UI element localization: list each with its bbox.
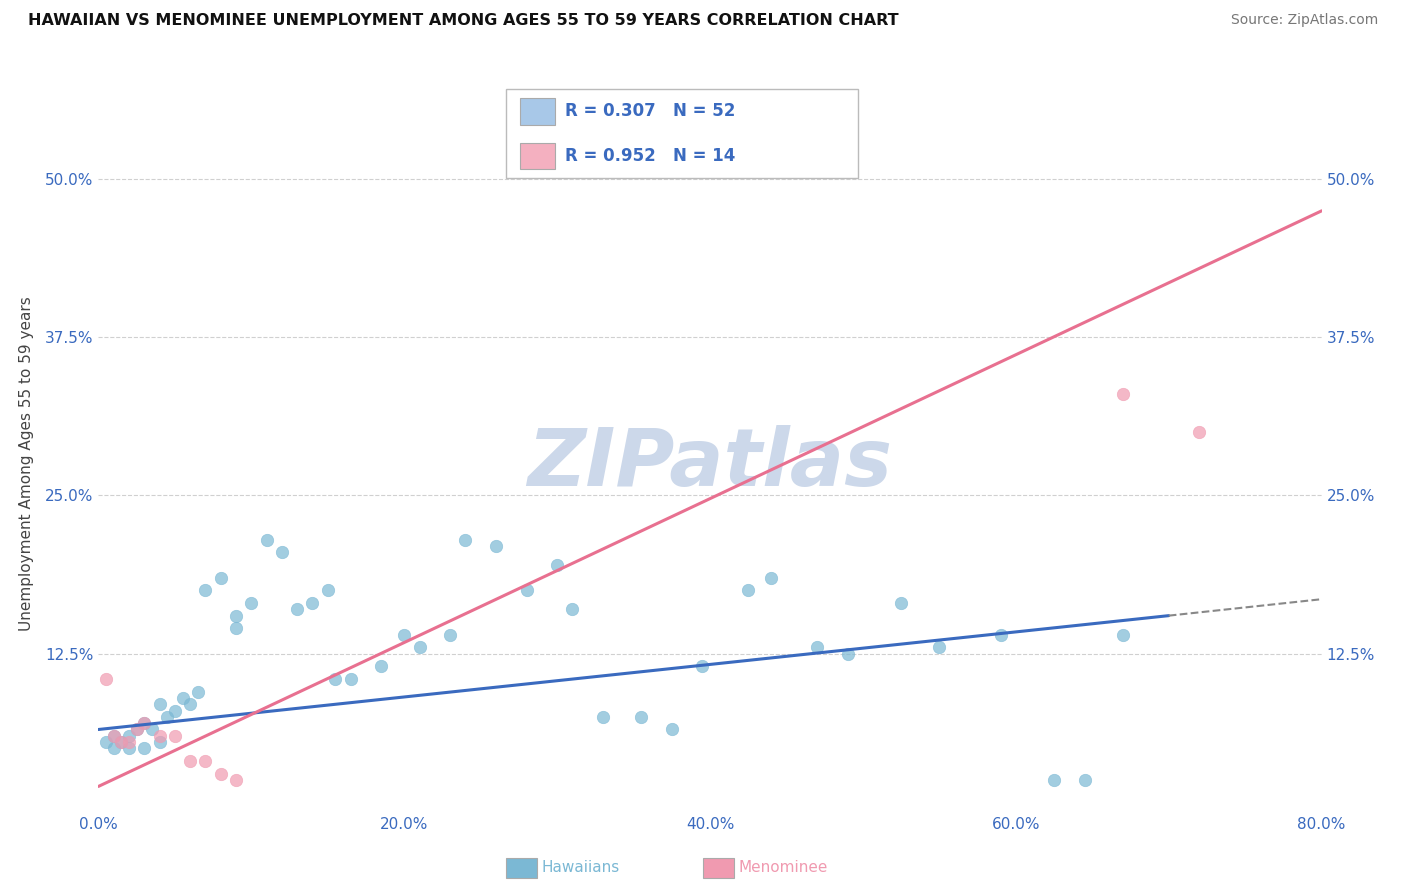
Text: Hawaiians: Hawaiians — [541, 861, 620, 875]
Point — [692, 659, 714, 673]
Point — [149, 697, 172, 711]
Point — [209, 766, 232, 780]
Point — [516, 583, 538, 598]
Point — [118, 741, 141, 756]
Text: HAWAIIAN VS MENOMINEE UNEMPLOYMENT AMONG AGES 55 TO 59 YEARS CORRELATION CHART: HAWAIIAN VS MENOMINEE UNEMPLOYMENT AMONG… — [28, 13, 898, 29]
Point — [163, 704, 186, 718]
Point — [149, 729, 172, 743]
Point — [1112, 387, 1135, 401]
Text: Source: ZipAtlas.com: Source: ZipAtlas.com — [1230, 13, 1378, 28]
Point — [408, 640, 430, 655]
Point — [194, 754, 217, 768]
Point — [172, 690, 194, 705]
Text: R = 0.952   N = 14: R = 0.952 N = 14 — [565, 147, 735, 165]
Point — [118, 729, 141, 743]
Point — [928, 640, 950, 655]
Point — [592, 710, 614, 724]
Text: R = 0.307   N = 52: R = 0.307 N = 52 — [565, 103, 735, 120]
Point — [94, 735, 117, 749]
Point — [737, 583, 759, 598]
Point — [240, 596, 263, 610]
Point — [1043, 773, 1066, 788]
Point — [125, 723, 148, 737]
Point — [103, 741, 125, 756]
Point — [209, 571, 232, 585]
Point — [759, 571, 782, 585]
Point — [225, 621, 247, 635]
Point — [806, 640, 828, 655]
Point — [339, 672, 361, 686]
Text: Menominee: Menominee — [738, 861, 828, 875]
Point — [118, 735, 141, 749]
Point — [1188, 425, 1211, 440]
Point — [134, 716, 156, 731]
Point — [270, 545, 292, 559]
Point — [392, 627, 416, 641]
Point — [125, 723, 148, 737]
Point — [1112, 627, 1135, 641]
Point — [149, 735, 172, 749]
Point — [316, 583, 339, 598]
Text: ZIPatlas: ZIPatlas — [527, 425, 893, 503]
Point — [103, 729, 125, 743]
Point — [439, 627, 461, 641]
Point — [94, 672, 117, 686]
Point — [103, 729, 125, 743]
Point — [561, 602, 583, 616]
Point — [134, 741, 156, 756]
Point — [285, 602, 308, 616]
Point — [110, 735, 132, 749]
Y-axis label: Unemployment Among Ages 55 to 59 years: Unemployment Among Ages 55 to 59 years — [18, 296, 34, 632]
Point — [141, 723, 163, 737]
Point — [225, 773, 247, 788]
Point — [990, 627, 1012, 641]
Point — [301, 596, 323, 610]
Point — [890, 596, 912, 610]
Point — [1073, 773, 1095, 788]
Point — [194, 583, 217, 598]
Point — [187, 684, 209, 698]
Point — [179, 697, 201, 711]
Point — [485, 539, 508, 553]
Point — [325, 672, 347, 686]
Point — [110, 735, 132, 749]
Point — [630, 710, 652, 724]
Point — [370, 659, 392, 673]
Point — [225, 608, 247, 623]
Point — [837, 647, 859, 661]
Point — [661, 723, 683, 737]
Point — [546, 558, 568, 572]
Point — [179, 754, 201, 768]
Point — [454, 533, 477, 547]
Point — [156, 710, 179, 724]
Point — [163, 729, 186, 743]
Point — [134, 716, 156, 731]
Point — [256, 533, 278, 547]
